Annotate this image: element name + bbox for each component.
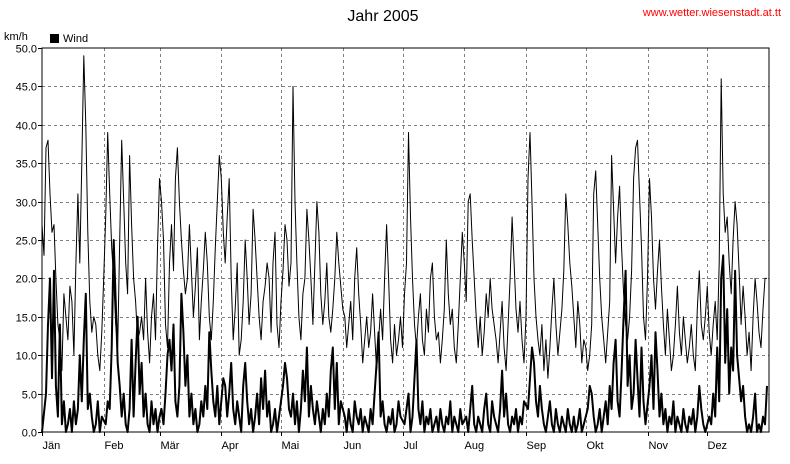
x-tick-label: Jän xyxy=(43,440,61,452)
x-axis-ticks: Jän Feb Mär Apr Mai Jun Jul Aug Sep Okt Nov Dez xyxy=(42,432,728,452)
y-axis-label: km/h xyxy=(4,31,28,43)
y-tick-label: 10.0 xyxy=(16,351,37,363)
legend: Wind xyxy=(50,33,88,45)
y-tick-label: 25.0 xyxy=(16,236,37,248)
y-tick-label: 15.0 xyxy=(16,313,37,325)
x-tick-label: Mär xyxy=(161,440,180,452)
y-tick-label: 40.0 xyxy=(16,121,37,133)
x-tick-label: Jul xyxy=(404,440,418,452)
chart-title: Jahr 2005 xyxy=(347,8,418,25)
legend-swatch-wind xyxy=(50,34,59,43)
y-tick-label: 45.0 xyxy=(16,82,37,94)
x-tick-label: Mai xyxy=(282,440,300,452)
y-tick-label: 35.0 xyxy=(16,159,37,171)
y-tick-label: 50.0 xyxy=(16,44,37,56)
x-tick-label: Okt xyxy=(587,440,604,452)
x-tick-label: Aug xyxy=(465,440,485,452)
y-tick-label: 0.0 xyxy=(22,428,37,440)
x-tick-label: Dez xyxy=(708,440,728,452)
series-line-wind xyxy=(41,239,768,433)
source-label: www.wetter.wiesenstadt.at.tt xyxy=(642,7,781,19)
x-tick-label: Jun xyxy=(344,440,362,452)
y-tick-label: 30.0 xyxy=(16,198,37,210)
x-tick-label: Nov xyxy=(649,440,669,452)
y-axis-ticks: 0.0 5.0 10.0 15.0 20.0 25.0 30.0 35.0 40.0 45.0 50… xyxy=(16,44,42,440)
x-tick-label: Apr xyxy=(222,440,239,452)
series-line-gust xyxy=(41,55,767,379)
legend-label-wind: Wind xyxy=(63,33,88,45)
series-layer xyxy=(41,55,768,433)
y-tick-label: 5.0 xyxy=(22,390,37,402)
x-tick-label: Feb xyxy=(105,440,124,452)
y-tick-label: 20.0 xyxy=(16,274,37,286)
x-tick-label: Sep xyxy=(527,440,547,452)
